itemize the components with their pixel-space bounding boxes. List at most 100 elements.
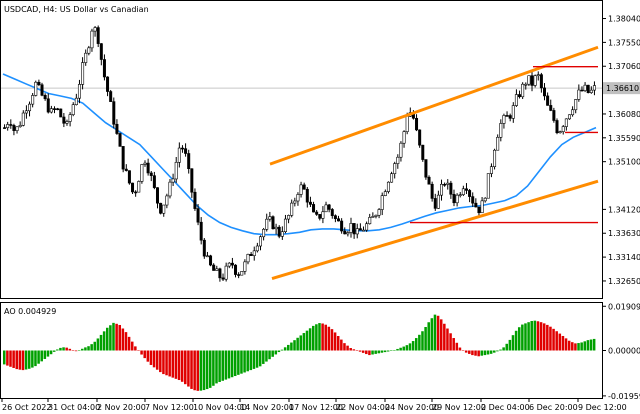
ao-bar — [199, 350, 203, 391]
ao-bar — [212, 350, 215, 386]
candle-body — [533, 75, 537, 86]
candle-body — [112, 101, 116, 125]
candle — [290, 199, 294, 218]
candle-body — [592, 85, 596, 91]
ao-bar — [567, 340, 571, 351]
candle — [124, 164, 128, 172]
ao-bar — [90, 344, 93, 351]
candle — [299, 181, 303, 198]
ao-bar — [233, 350, 237, 377]
candle — [193, 188, 197, 211]
candle-body — [280, 231, 284, 237]
candle-body — [555, 120, 559, 134]
candle-body — [106, 76, 110, 92]
ao-bar — [546, 324, 549, 351]
candle — [115, 119, 119, 135]
candle — [536, 71, 540, 81]
candle — [3, 124, 7, 129]
candle — [455, 193, 459, 207]
ao-title: AO 0.004929 — [4, 307, 56, 316]
candle — [243, 259, 247, 275]
ao-bar — [130, 341, 134, 351]
ao-bar — [517, 327, 521, 351]
candle — [549, 99, 553, 112]
candle-body — [489, 166, 493, 174]
ao-indicator-panel[interactable]: AO 0.004929 — [0, 302, 603, 399]
candle — [9, 119, 13, 129]
candle — [283, 214, 287, 234]
price-tick-label: 1.32650 — [608, 277, 640, 286]
candle-body — [383, 191, 387, 196]
ao-bar — [162, 350, 165, 375]
candle-body — [90, 30, 94, 49]
candle-body — [65, 121, 69, 124]
channel-lower-line — [271, 179, 599, 280]
ao-bar — [580, 342, 583, 351]
candle — [302, 182, 306, 190]
candle-body — [9, 124, 13, 126]
candle-body — [574, 99, 578, 111]
candle — [102, 54, 106, 81]
candle — [112, 97, 116, 129]
ao-bar — [68, 348, 72, 351]
candle-body — [514, 94, 518, 106]
ao-bar — [31, 350, 34, 368]
candle — [127, 170, 131, 185]
candle — [149, 170, 153, 182]
ao-bar — [155, 350, 159, 370]
ao-bar — [349, 348, 352, 351]
candle — [12, 123, 16, 136]
level-lines[interactable] — [410, 66, 598, 224]
candle — [140, 163, 144, 184]
ao-bar — [205, 350, 209, 390]
candle-body — [62, 116, 66, 124]
ao-bar — [221, 350, 224, 381]
candle-body — [352, 223, 356, 235]
channel-lines[interactable] — [269, 45, 599, 280]
price-tick-label: 1.35100 — [608, 158, 640, 167]
current-price-tag — [603, 82, 640, 95]
candle — [237, 272, 241, 279]
main-price-panel[interactable]: USDCAD, H4: US Dollar vs Canadian — [0, 0, 603, 299]
candle — [486, 173, 490, 199]
ao-bar — [480, 350, 484, 356]
candle-body — [168, 181, 172, 197]
candle-body — [146, 162, 150, 174]
price-tick-label: 1.37060 — [608, 62, 640, 71]
candle-body — [361, 229, 365, 232]
candle — [287, 214, 291, 224]
ao-bar — [424, 326, 427, 351]
candle — [574, 98, 578, 114]
candle — [34, 80, 38, 97]
price-axis: 1.380401.375501.370601.365701.360801.355… — [602, 15, 640, 286]
ao-bar — [21, 350, 25, 371]
candle-body — [324, 204, 328, 213]
candle — [15, 126, 19, 134]
candle — [171, 173, 175, 186]
candle — [527, 75, 531, 87]
candle-body — [127, 170, 131, 184]
candle — [561, 124, 565, 135]
candle-body — [455, 194, 459, 204]
ao-bar — [530, 320, 533, 351]
candle-body — [18, 125, 22, 128]
ao-bar — [252, 350, 256, 369]
ao-bar — [202, 350, 206, 391]
ao-bar — [96, 338, 100, 351]
candle — [262, 227, 266, 241]
candle-body — [415, 117, 419, 131]
candle-body — [265, 218, 269, 230]
ao-bar — [474, 350, 477, 356]
candle-body — [224, 265, 228, 280]
candle — [165, 193, 169, 209]
candle-body — [40, 84, 44, 96]
candle — [137, 180, 141, 193]
candle — [199, 217, 203, 245]
ao-bar — [168, 350, 171, 377]
candle-body — [371, 216, 375, 218]
candle — [577, 84, 581, 102]
candle-body — [71, 104, 75, 115]
candle-body — [277, 226, 281, 237]
candle — [524, 82, 528, 90]
